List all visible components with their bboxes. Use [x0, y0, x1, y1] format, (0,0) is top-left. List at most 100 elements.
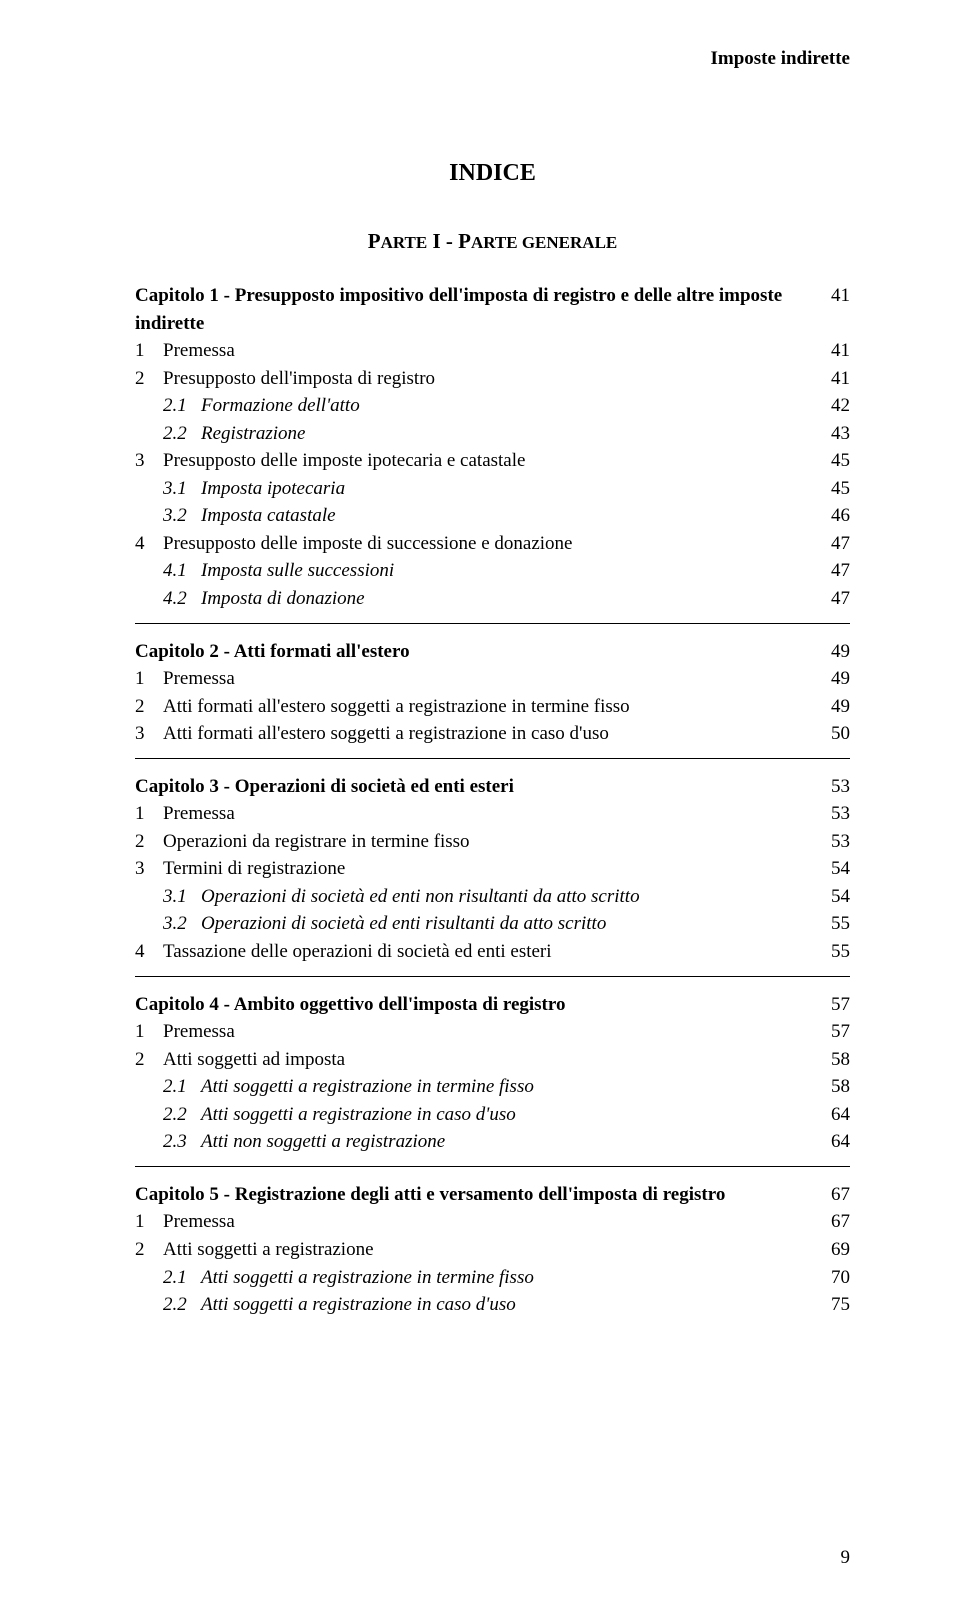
chapter-block: Capitolo 3 - Operazioni di società ed en… — [135, 773, 850, 966]
entry-page: 53 — [800, 828, 850, 856]
chapter-heading-row: Capitolo 2 - Atti formati all'estero49 — [135, 638, 850, 666]
toc-entry: 1Premessa49 — [135, 665, 850, 693]
entry-label: Registrazione — [201, 420, 800, 448]
section-divider — [135, 623, 850, 624]
entry-number: 2.2 — [163, 420, 201, 448]
entry-number: 2 — [135, 693, 163, 721]
entry-number: 1 — [135, 1208, 163, 1236]
entry-number: 2 — [135, 365, 163, 393]
entry-number: 2.3 — [163, 1128, 201, 1156]
entry-page: 69 — [800, 1236, 850, 1264]
chapter-heading: Capitolo 4 - Ambito oggettivo dell'impos… — [135, 991, 800, 1019]
entry-page: 42 — [800, 392, 850, 420]
entry-number: 4 — [135, 530, 163, 558]
toc-entry: 2Atti soggetti ad imposta58 — [135, 1046, 850, 1074]
entry-label: Premessa — [163, 337, 800, 365]
entry-page: 64 — [800, 1101, 850, 1129]
chapter-heading: Capitolo 3 - Operazioni di società ed en… — [135, 773, 800, 801]
toc-entry: 1Premessa67 — [135, 1208, 850, 1236]
entry-label: Imposta di donazione — [201, 585, 800, 613]
entry-page: 47 — [800, 585, 850, 613]
toc-entry: 3.2Operazioni di società ed enti risulta… — [135, 910, 850, 938]
entry-label: Premessa — [163, 1208, 800, 1236]
entry-number: 3.2 — [163, 910, 201, 938]
chapter-block: Capitolo 2 - Atti formati all'estero491P… — [135, 638, 850, 748]
entry-label: Operazioni da registrare in termine fiss… — [163, 828, 800, 856]
entry-label: Atti formati all'estero soggetti a regis… — [163, 693, 800, 721]
entry-page: 75 — [800, 1291, 850, 1319]
entry-label: Imposta sulle successioni — [201, 557, 800, 585]
entry-number: 1 — [135, 800, 163, 828]
entry-number: 4 — [135, 938, 163, 966]
entry-label: Atti soggetti ad imposta — [163, 1046, 800, 1074]
entry-page: 53 — [800, 800, 850, 828]
chapter-heading-row: Capitolo 5 - Registrazione degli atti e … — [135, 1181, 850, 1209]
page-number: 9 — [841, 1547, 851, 1569]
toc-entry: 3Termini di registrazione54 — [135, 855, 850, 883]
entry-number: 2.1 — [163, 1264, 201, 1292]
part-title: PARTE I - PARTE GENERALE — [135, 229, 850, 254]
toc-entry: 1Premessa57 — [135, 1018, 850, 1046]
entry-label: Atti soggetti a registrazione in termine… — [201, 1073, 800, 1101]
entry-label: Atti non soggetti a registrazione — [201, 1128, 800, 1156]
entry-number: 4.1 — [163, 557, 201, 585]
toc-entry: 3.1Operazioni di società ed enti non ris… — [135, 883, 850, 911]
toc-entry: 2.1Formazione dell'atto42 — [135, 392, 850, 420]
chapter-block: Capitolo 4 - Ambito oggettivo dell'impos… — [135, 991, 850, 1156]
entry-page: 54 — [800, 855, 850, 883]
entry-label: Presupposto dell'imposta di registro — [163, 365, 800, 393]
entry-page: 57 — [800, 1018, 850, 1046]
toc-entry: 3.1Imposta ipotecaria45 — [135, 475, 850, 503]
chapter-heading-row: Capitolo 1 - Presupposto impositivo dell… — [135, 282, 850, 337]
entry-label: Presupposto delle imposte di successione… — [163, 530, 800, 558]
entry-page: 55 — [800, 910, 850, 938]
chapter-page: 67 — [800, 1181, 850, 1209]
entry-page: 67 — [800, 1208, 850, 1236]
toc-entry: 2Atti formati all'estero soggetti a regi… — [135, 693, 850, 721]
running-header: Imposte indirette — [135, 48, 850, 70]
entry-label: Operazioni di società ed enti risultanti… — [201, 910, 800, 938]
entry-page: 58 — [800, 1073, 850, 1101]
chapter-heading: Capitolo 2 - Atti formati all'estero — [135, 638, 800, 666]
entry-label: Tassazione delle operazioni di società e… — [163, 938, 800, 966]
chapter-page: 53 — [800, 773, 850, 801]
chapter-block: Capitolo 5 - Registrazione degli atti e … — [135, 1181, 850, 1319]
entry-number: 2.2 — [163, 1101, 201, 1129]
entry-page: 49 — [800, 665, 850, 693]
chapter-heading-row: Capitolo 3 - Operazioni di società ed en… — [135, 773, 850, 801]
entry-label: Operazioni di società ed enti non risult… — [201, 883, 800, 911]
entry-page: 64 — [800, 1128, 850, 1156]
entry-number: 2 — [135, 1236, 163, 1264]
entry-page: 49 — [800, 693, 850, 721]
entry-number: 2.1 — [163, 1073, 201, 1101]
entry-label: Imposta ipotecaria — [201, 475, 800, 503]
entry-label: Imposta catastale — [201, 502, 800, 530]
entry-page: 58 — [800, 1046, 850, 1074]
entry-page: 47 — [800, 530, 850, 558]
toc-entry: 4.1Imposta sulle successioni47 — [135, 557, 850, 585]
toc-entry: 4Tassazione delle operazioni di società … — [135, 938, 850, 966]
entry-number: 3 — [135, 720, 163, 748]
section-divider — [135, 758, 850, 759]
chapter-page: 57 — [800, 991, 850, 1019]
toc-entry: 3.2Imposta catastale46 — [135, 502, 850, 530]
toc-entry: 1Premessa41 — [135, 337, 850, 365]
entry-number: 2.1 — [163, 392, 201, 420]
toc-entry: 3Presupposto delle imposte ipotecaria e … — [135, 447, 850, 475]
entry-number: 1 — [135, 337, 163, 365]
entry-page: 50 — [800, 720, 850, 748]
entry-number: 3 — [135, 447, 163, 475]
entry-number: 4.2 — [163, 585, 201, 613]
entry-page: 55 — [800, 938, 850, 966]
section-divider — [135, 976, 850, 977]
chapter-heading: Capitolo 5 - Registrazione degli atti e … — [135, 1181, 800, 1209]
toc-entry: 2Operazioni da registrare in termine fis… — [135, 828, 850, 856]
entry-label: Premessa — [163, 1018, 800, 1046]
toc-entry: 3Atti formati all'estero soggetti a regi… — [135, 720, 850, 748]
entry-label: Atti soggetti a registrazione in termine… — [201, 1264, 800, 1292]
entry-page: 45 — [800, 447, 850, 475]
entry-page: 54 — [800, 883, 850, 911]
chapter-heading: Capitolo 1 - Presupposto impositivo dell… — [135, 282, 800, 337]
entry-number: 3.1 — [163, 475, 201, 503]
toc-entry: 2.1Atti soggetti a registrazione in term… — [135, 1264, 850, 1292]
